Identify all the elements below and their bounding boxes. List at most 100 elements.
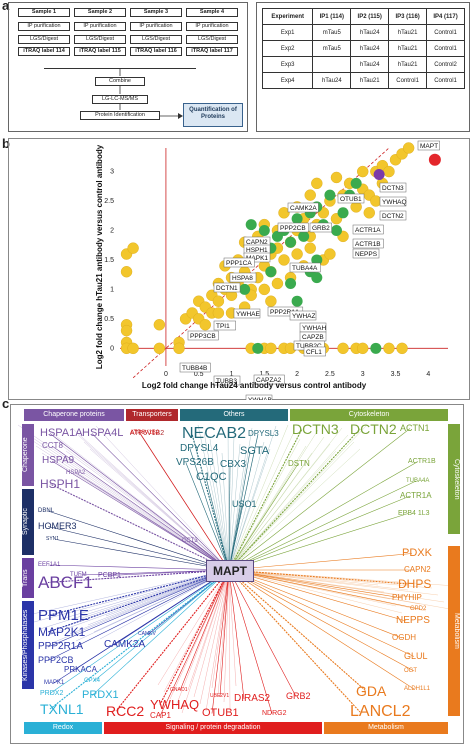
- network-edge: [228, 495, 411, 571]
- network-edge: [69, 569, 230, 635]
- lc-step: LG-LC-MS/MS: [92, 95, 148, 104]
- gene-label: EEF1A1: [38, 562, 61, 568]
- network-edge: [228, 569, 409, 591]
- gene-label: DCTN3: [292, 421, 339, 437]
- gene-label: PDXK: [402, 547, 432, 559]
- ip-step: IP purification: [130, 22, 182, 31]
- workflow-arrows: [119, 68, 183, 119]
- itraq-label: iTRAQ label 115: [74, 47, 126, 56]
- network-edge: [228, 569, 407, 622]
- data-point-yellow: [383, 342, 395, 355]
- ip-step: IP purification: [18, 22, 70, 31]
- annotation-label: MAPK1: [246, 255, 268, 262]
- annotation-box: [213, 282, 241, 293]
- gene-label: OGT: [404, 668, 417, 674]
- data-point-yellow: [212, 295, 225, 307]
- category-chaperone-proteins: Chaperone proteins: [24, 409, 124, 421]
- network-edge: [228, 425, 367, 571]
- x-tick-label: 0.5: [194, 371, 204, 378]
- gene-label: GLUL: [404, 651, 428, 661]
- gene-label: NECAB2: [182, 425, 247, 442]
- network-edge: [228, 569, 273, 714]
- annotation-label: ACTR1A: [355, 227, 381, 234]
- scatter-plot: 0 0.5 1 1.5 2 2.5 3 3.5 4 0 0.5 1 1.5 2 2.5 3 MAPT DCTN3 O…: [95, 140, 448, 400]
- gene-label: SYN1: [46, 536, 60, 542]
- annotation-label: NEPPS: [355, 251, 378, 258]
- network-edge: [179, 569, 230, 691]
- annotation-label: HSPA8: [232, 275, 253, 282]
- gene-label: HOMER3: [38, 521, 77, 531]
- data-point-yellow: [199, 319, 211, 331]
- annotation-label: TPI1: [216, 323, 230, 330]
- digest-step: LGS/Digest: [130, 35, 182, 44]
- data-point-yellow: [258, 283, 271, 296]
- network-edge: [228, 448, 361, 571]
- data-point-green: [258, 224, 270, 236]
- network-edge: [228, 464, 231, 571]
- table-row: Exp4 hTau24 hTau21 Control1 Control1: [261, 72, 465, 89]
- network-edge: [63, 569, 230, 628]
- network-edge: [228, 431, 295, 571]
- annotation-box: [417, 140, 440, 151]
- network-edge: [211, 569, 230, 689]
- data-point-green: [311, 254, 323, 266]
- network-edge: [87, 569, 230, 626]
- network-edge: [228, 569, 415, 657]
- network-edge: [228, 441, 355, 571]
- network-edge: [228, 504, 243, 571]
- annotation-label: YWHAZ: [292, 313, 316, 320]
- sample-header: Sample 3: [130, 8, 182, 17]
- network-edge: [51, 460, 230, 571]
- network-edge: [228, 569, 433, 589]
- gene-label: DSTN: [288, 459, 310, 468]
- data-point-green: [291, 295, 303, 307]
- network-edge: [228, 569, 445, 603]
- network-edge: [228, 569, 245, 700]
- gene-label: PPP2CB: [38, 655, 74, 665]
- network-edge: [228, 569, 403, 614]
- network-edge: [47, 569, 230, 584]
- quantification-box: Quantification of Proteins: [183, 103, 243, 127]
- category-chaperone-side: Chaperone: [22, 424, 34, 486]
- data-point-yellow: [271, 277, 284, 290]
- gene-label: LANCL2: [350, 703, 411, 720]
- category-others: Others: [180, 409, 288, 421]
- network-edge: [228, 461, 419, 571]
- data-point-yellow: [120, 266, 133, 278]
- annotation-box: [277, 222, 309, 233]
- y-tick-label: 2: [110, 227, 114, 234]
- network-edge: [228, 569, 439, 596]
- network-edge: [93, 569, 230, 682]
- experiment-table-box: [256, 2, 470, 132]
- gene-label: CAMKV: [138, 631, 156, 637]
- data-point-yellow: [278, 254, 290, 266]
- network-edge: [79, 569, 230, 576]
- network-frame: [10, 404, 464, 744]
- network-edge: [53, 569, 230, 684]
- network-edge: [27, 569, 230, 616]
- y-tick-label: 0: [110, 345, 114, 352]
- gene-label: DIRAS2: [234, 693, 271, 704]
- table-row: Exp1 mTau5 hTau24 hTau21 Control1: [261, 24, 465, 41]
- gene-label: NEPPS: [396, 615, 430, 626]
- sample-header: Sample 2: [74, 8, 126, 17]
- network-edge: [228, 569, 367, 692]
- gene-label: GDA: [356, 683, 387, 699]
- network-edge: [228, 450, 247, 571]
- data-point-green: [285, 278, 297, 290]
- annotation-box: [289, 262, 321, 273]
- category-metabolism-bottom: Metabolism: [324, 722, 448, 734]
- x-tick-label: 3.5: [391, 371, 401, 378]
- network-edge: [228, 445, 307, 571]
- data-point-green: [291, 213, 303, 225]
- data-point-green: [350, 177, 362, 189]
- data-point-green: [324, 189, 336, 201]
- annotation-label: YWHAB: [248, 397, 272, 400]
- network-edge: [228, 427, 343, 571]
- network-edge: [227, 429, 230, 571]
- annotation-box: [213, 375, 241, 386]
- gene-label: GPD2: [410, 606, 427, 612]
- data-point-yellow: [173, 342, 185, 355]
- network-edge: [95, 425, 230, 571]
- ip-step: IP purification: [186, 22, 238, 31]
